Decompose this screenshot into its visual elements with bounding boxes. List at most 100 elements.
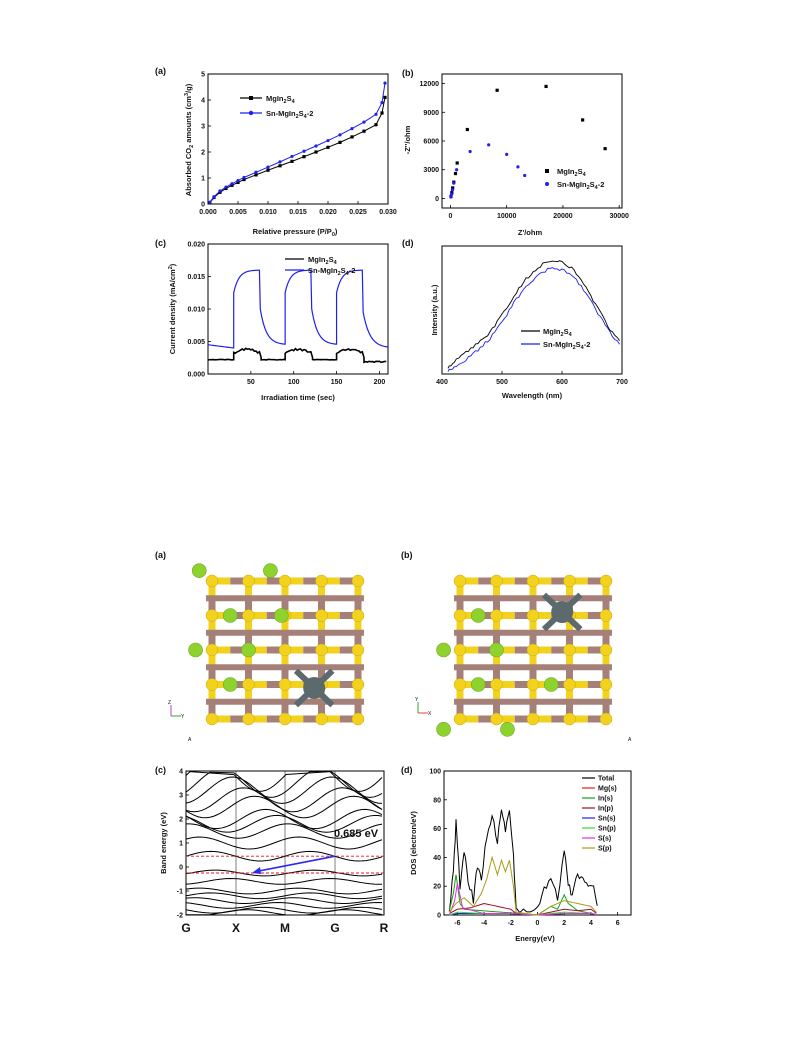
gap-arrow bbox=[254, 856, 335, 872]
data-point bbox=[604, 147, 607, 150]
sulfur-atom bbox=[206, 575, 218, 587]
sulfur-atom bbox=[491, 575, 503, 587]
corner-label: A bbox=[188, 737, 192, 743]
panel-2a: (a) Z Y A bbox=[155, 550, 364, 743]
series-group bbox=[449, 810, 597, 915]
band-line bbox=[186, 796, 382, 818]
sulfur-atom bbox=[564, 679, 576, 691]
series-line bbox=[208, 348, 386, 362]
data-point bbox=[505, 153, 508, 156]
data-point bbox=[208, 201, 211, 204]
data-point bbox=[383, 96, 386, 99]
gap-arrowhead bbox=[252, 867, 261, 874]
sulfur-atom bbox=[527, 679, 539, 691]
legend-item: Sn-MgIn2S4-2 bbox=[266, 109, 313, 120]
x-tick-label: -2 bbox=[508, 920, 514, 927]
y-tick-label: 3 bbox=[201, 124, 205, 131]
y-tick-label: 4 bbox=[179, 769, 183, 776]
axes: 0.000 0.005 0.010 0.015 0.020 0.025 0.030 0 1 2 3 4… bbox=[199, 72, 397, 217]
y-axis-label: -Z''/ohm bbox=[403, 125, 412, 154]
y-axis-label: DOS (electron/eV) bbox=[409, 811, 418, 875]
panel-1b: (b) 0 10000 20000 30000030006000900012000 Z… bbox=[402, 68, 629, 237]
sulfur-atom bbox=[564, 644, 576, 656]
data-point bbox=[466, 128, 469, 131]
plot-frame bbox=[208, 244, 388, 374]
sulfur-atom bbox=[316, 575, 328, 587]
sulfur-atom bbox=[206, 644, 218, 656]
x-tick-label: 2 bbox=[562, 920, 566, 927]
y-tick-label: 4 bbox=[201, 98, 205, 105]
y-axis-label: Absorbed CO2 amounts (cm3/g) bbox=[184, 83, 195, 196]
sulfur-atom bbox=[206, 679, 218, 691]
x-tick-label: 400 bbox=[436, 379, 448, 386]
sulfur-atom bbox=[527, 644, 539, 656]
x-axis-label: Irradiation time (sec) bbox=[261, 393, 335, 402]
legend-item: S(s) bbox=[598, 836, 611, 843]
legend-item: MgIn2S4 bbox=[266, 94, 296, 105]
legend-item: In(p) bbox=[598, 806, 613, 813]
panel-label: (c) bbox=[155, 765, 166, 775]
data-point bbox=[516, 165, 519, 168]
legend-item: MgIn2S4 bbox=[557, 167, 587, 178]
panel-1c: (c) 50 100 150 200 0.000 0.005 0.010 0.015 0.020… bbox=[155, 238, 388, 402]
sulfur-atom bbox=[279, 679, 291, 691]
sulfur-atom bbox=[564, 713, 576, 725]
panel-label: (a) bbox=[155, 550, 166, 560]
panel-label: (d) bbox=[402, 238, 414, 248]
x-axis-label: Energy(eV) bbox=[515, 934, 555, 943]
data-point bbox=[380, 101, 383, 104]
legend-item: Total bbox=[598, 776, 614, 783]
data-point bbox=[326, 139, 329, 142]
sulfur-atom bbox=[352, 610, 364, 622]
magnesium-atom bbox=[274, 609, 288, 623]
x-axis-label: Z'/ohm bbox=[518, 228, 543, 237]
data-point bbox=[242, 176, 245, 179]
magnesium-atom bbox=[471, 609, 485, 623]
y-tick-label: 0.020 bbox=[187, 242, 205, 249]
data-point bbox=[290, 160, 293, 163]
data-point bbox=[362, 121, 365, 124]
axis-label: Y bbox=[181, 714, 185, 720]
sulfur-atom bbox=[491, 610, 503, 622]
y-tick-label: 100 bbox=[429, 769, 441, 776]
data-point bbox=[452, 182, 455, 185]
sulfur-atom bbox=[279, 644, 291, 656]
x-tick-label: 150 bbox=[331, 379, 343, 386]
x-tick-label: 0.015 bbox=[289, 209, 307, 216]
band-line bbox=[186, 879, 382, 885]
y-tick-label: 3000 bbox=[423, 167, 439, 174]
data-point bbox=[212, 195, 215, 198]
panel-label: (b) bbox=[402, 68, 414, 78]
data-point bbox=[224, 186, 227, 189]
x-tick-label: 6 bbox=[616, 920, 620, 927]
legend-item: Sn-MgIn2S4-2 bbox=[308, 266, 355, 277]
data-point bbox=[350, 135, 353, 138]
band-gap-label: 0.685 eV bbox=[334, 828, 379, 840]
y-tick-label: 0 bbox=[179, 865, 183, 872]
magnesium-atom bbox=[490, 643, 504, 657]
y-axis-label: Intensity (a.u.) bbox=[430, 284, 439, 335]
series-line bbox=[208, 270, 388, 348]
corner-label: A bbox=[628, 737, 632, 743]
data-point bbox=[278, 160, 281, 163]
sulfur-atom bbox=[527, 610, 539, 622]
data-point bbox=[469, 150, 472, 153]
data-point bbox=[383, 82, 386, 85]
data-point bbox=[380, 111, 383, 114]
data-point bbox=[362, 130, 365, 133]
magnesium-atom bbox=[263, 564, 277, 578]
panel-label: (c) bbox=[155, 238, 166, 248]
y-tick-label: 80 bbox=[433, 797, 441, 804]
x-tick-label: 700 bbox=[616, 379, 628, 386]
data-point bbox=[278, 164, 281, 167]
sulfur-atom bbox=[600, 679, 612, 691]
data-point bbox=[487, 143, 490, 146]
legend-item: Mg(s) bbox=[598, 786, 617, 793]
sulfur-atom bbox=[454, 679, 466, 691]
data-point bbox=[314, 150, 317, 153]
data-point bbox=[350, 127, 353, 130]
axes: 400 500 600 700 bbox=[436, 371, 628, 386]
x-tick-label: 0.010 bbox=[259, 209, 277, 216]
plot-frame bbox=[442, 246, 622, 374]
